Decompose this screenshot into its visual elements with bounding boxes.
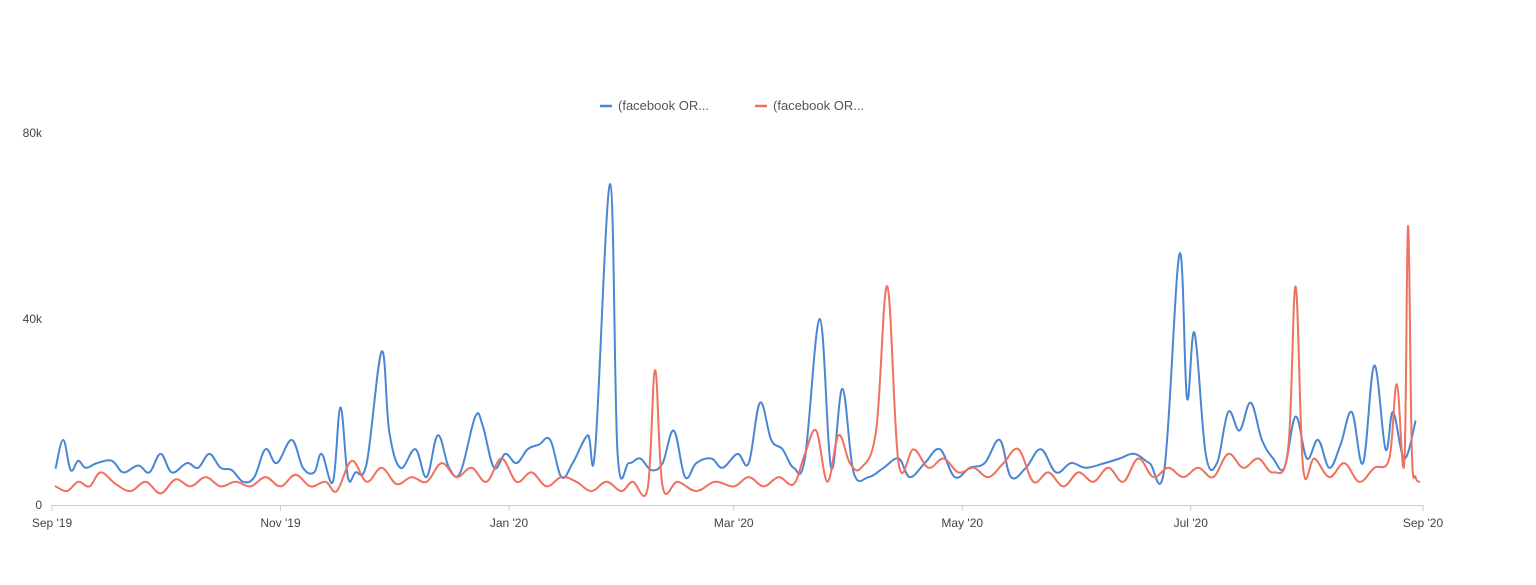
x-tick-label: Jan '20 <box>490 516 529 530</box>
series-line-1[interactable] <box>54 183 1417 485</box>
x-tick-label: Sep '19 <box>32 516 73 530</box>
legend-item-1[interactable]: (facebook OR... <box>600 98 709 113</box>
legend-item-2[interactable]: (facebook OR... <box>755 98 864 113</box>
series-line-2[interactable] <box>54 224 1421 498</box>
series-lines <box>54 183 1421 498</box>
y-tick-label: 0 <box>35 498 42 512</box>
y-axis: 0 40k 80k <box>23 126 43 512</box>
y-tick-label: 40k <box>23 312 43 326</box>
x-tick-label: Mar '20 <box>714 516 754 530</box>
x-tick-label: Nov '19 <box>260 516 301 530</box>
x-tick-label: Sep '20 <box>1403 516 1444 530</box>
legend: (facebook OR... (facebook OR... <box>600 98 864 113</box>
x-tick-label: May '20 <box>941 516 983 530</box>
x-tick-label: Jul '20 <box>1174 516 1209 530</box>
x-axis: Sep '19 Nov '19 Jan '20 Mar '20 May '20 Jul '… <box>32 505 1444 530</box>
legend-label: (facebook OR... <box>618 98 709 113</box>
legend-label: (facebook OR... <box>773 98 864 113</box>
y-tick-label: 80k <box>23 126 43 140</box>
